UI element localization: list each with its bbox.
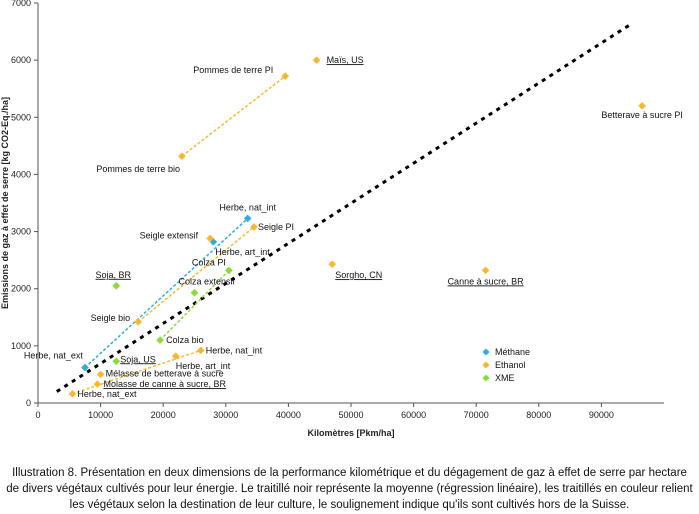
figure-caption: Illustration 8. Présentation en deux dim…	[6, 467, 693, 511]
x-tick-label: 0	[35, 410, 40, 420]
point-herbe-nat-ext-ethanol	[68, 390, 77, 398]
x-axis-title: Kilomètres [Pkm/ha]	[307, 428, 394, 438]
y-tick-label: 0	[26, 398, 31, 408]
connector-ethanol	[72, 349, 202, 395]
x-tick-label: 70000	[464, 410, 489, 420]
legend-marker-ethanol	[482, 361, 490, 369]
label-betterave-a-sucre-pi-ethanol: Betterave à sucre PI	[601, 110, 683, 120]
label-mais-us-ethanol: Maïs, US	[327, 55, 364, 65]
x-tick-label: 50000	[338, 410, 363, 420]
x-tick-label: 10000	[88, 410, 113, 420]
point-labels-group: Herbe, nat_int Herbe, art_int Herbe, nat_e…	[24, 55, 683, 399]
point-canne-a-sucre-br-ethanol	[481, 266, 490, 275]
y-tick-label: 3000	[11, 227, 31, 237]
point-herbe-nat-int-methane	[243, 214, 252, 223]
y-tick-label: 7000	[11, 0, 31, 8]
legend: Méthane Ethanol XME	[482, 347, 530, 383]
label-soja-br-xme: Soja, BR	[95, 270, 131, 280]
x-tick-label: 40000	[276, 410, 301, 420]
label-colza-extensif-xme: Colza extensif	[179, 277, 236, 287]
label-herbe-nat-int-methane: Herbe, nat_int	[219, 202, 276, 212]
axes-group	[34, 2, 664, 407]
point-melasse-de-betterave-a-sucre-ethanol	[96, 370, 105, 379]
y-axis-title: Emissions de gaz à effet de serre [kg CO…	[0, 97, 10, 309]
point-soja-br-xme	[112, 282, 121, 290]
legend-label-ethanol: Ethanol	[495, 360, 526, 370]
point-soja-us-xme	[112, 357, 121, 366]
data-points-group	[68, 56, 646, 398]
point-colza-bio-xme	[156, 336, 164, 344]
tick-labels-group: 0 10000 20000 30000 40000 50000 60000 70000 8000…	[11, 0, 614, 420]
point-colza-pi-xme	[225, 266, 233, 275]
label-colza-pi-xme: Colza PI	[192, 257, 226, 267]
label-soja-us-xme: Soja, US	[120, 354, 156, 364]
x-tick-label: 90000	[589, 410, 614, 420]
point-pommes-de-terre-bio-ethanol	[178, 152, 186, 160]
label-seigle-bio-ethanol: Seigle bio	[91, 313, 131, 323]
label-melasse-de-betterave-a-sucre-ethanol: Mélasse de betterave à sucre	[106, 368, 224, 378]
label-herbe-nat-int-ethanol: Herbe, nat_int	[206, 345, 263, 355]
connector-ethanol	[181, 75, 286, 157]
x-tick-label: 60000	[401, 410, 426, 420]
trend-line	[55, 21, 634, 393]
label-molasse-de-canne-a-sucre-br-ethanol: Molasse de canne à sucre, BR	[103, 379, 226, 389]
legend-label-methane: Méthane	[495, 347, 530, 357]
label-pommes-de-terre-bio-ethanol: Pommes de terre bio	[96, 164, 180, 174]
label-herbe-art-int-ethanol: Herbe, art_int	[176, 361, 231, 371]
y-tick-label: 1000	[11, 341, 31, 351]
connector-xme	[159, 269, 230, 341]
point-herbe-nat-ext-methane	[81, 363, 89, 372]
point-molasse-de-canne-a-sucre-br-ethanol	[93, 380, 102, 388]
label-seigle-extensif-ethanol: Seigle extensif	[140, 230, 199, 240]
point-mais-us-ethanol	[312, 56, 321, 64]
point-colza-extensif-xme	[190, 288, 199, 297]
connector-lines-group	[55, 21, 634, 395]
point-herbe-nat-int-ethanol	[196, 346, 205, 355]
y-tick-label: 6000	[11, 55, 31, 65]
y-tick-label: 5000	[11, 112, 31, 122]
legend-marker-xme	[482, 374, 490, 382]
point-herbe-art-int-ethanol	[171, 352, 180, 360]
connector-methane	[84, 217, 249, 369]
label-pommes-de-terre-pi-ethanol: Pommes de terre PI	[193, 65, 273, 75]
y-tick-label: 4000	[11, 169, 31, 179]
connector-ethanol	[137, 226, 255, 323]
label-seigle-pi-ethanol: Seigle PI	[258, 222, 294, 232]
x-tick-label: 20000	[151, 410, 176, 420]
y-tick-label: 2000	[11, 284, 31, 294]
label-herbe-nat-ext-ethanol: Herbe, nat_ext	[77, 389, 137, 399]
label-colza-bio-xme: Colza bio	[166, 335, 204, 345]
point-betterave-a-sucre-pi-ethanol	[638, 102, 646, 110]
label-sorgho-cn-ethanol: Sorgho, CN	[335, 270, 382, 280]
point-seigle-bio-ethanol	[134, 318, 142, 326]
point-sorgho-cn-ethanol	[328, 260, 337, 268]
label-herbe-nat-ext-methane: Herbe, nat_ext	[24, 351, 84, 361]
label-canne-a-sucre-br-ethanol: Canne à sucre, BR	[448, 276, 525, 286]
x-tick-label: 30000	[213, 410, 238, 420]
legend-label-xme: XME	[495, 373, 515, 383]
legend-marker-methane	[482, 348, 490, 356]
axis-titles-group: Kilomètres [Pkm/ha] Emissions de gaz à ef…	[0, 97, 395, 438]
x-tick-label: 80000	[526, 410, 551, 420]
label-herbe-art-int-methane: Herbe, art_int	[215, 247, 270, 257]
scatter-chart: 0 10000 20000 30000 40000 50000 60000 70000 8000…	[0, 0, 683, 438]
chart-figure: 0 10000 20000 30000 40000 50000 60000 70000 8000…	[0, 0, 683, 438]
